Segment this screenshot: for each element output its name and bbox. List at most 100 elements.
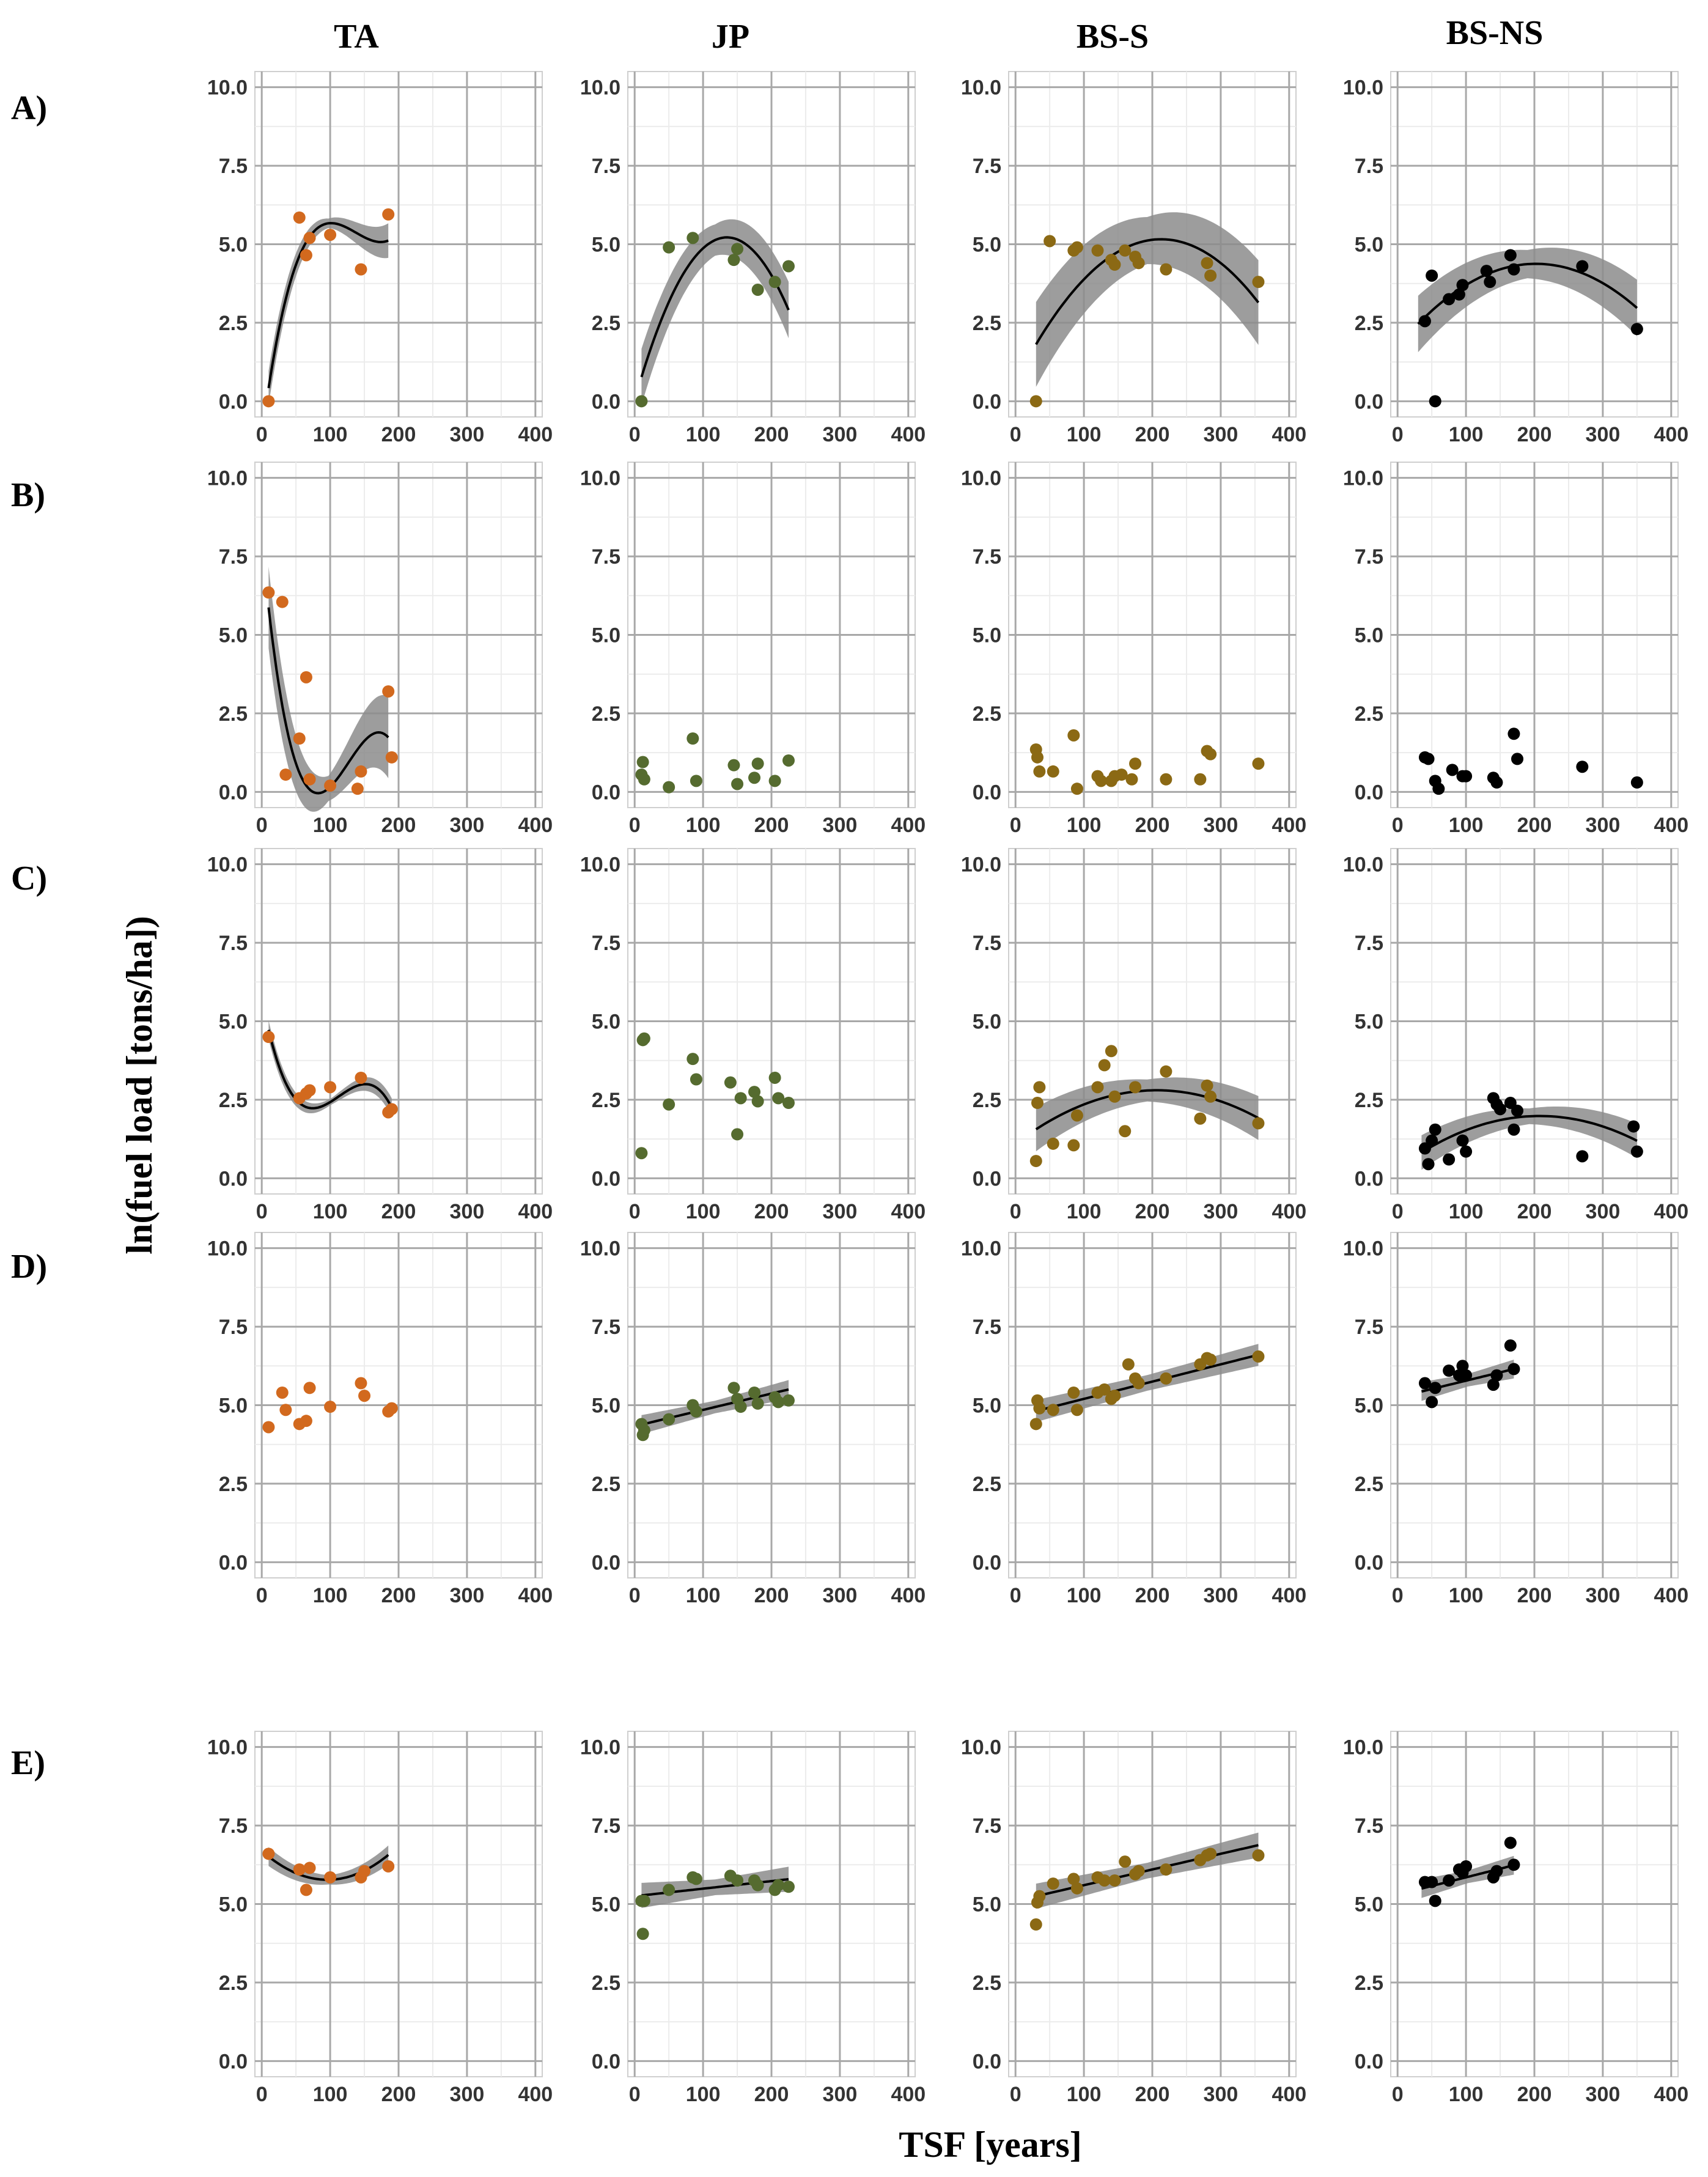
data-point xyxy=(303,773,316,786)
x-tick-label: 400 xyxy=(1654,814,1688,837)
data-point xyxy=(1119,244,1132,257)
x-tick-label: 100 xyxy=(313,1200,348,1223)
major-grid xyxy=(628,1731,915,2077)
y-tick-label: 2.5 xyxy=(219,1473,248,1496)
x-tick-label: 300 xyxy=(1204,814,1239,837)
panel-a-jp: 0.0 2.5 5.0 7.5 10.0 0 100 200 300 400 xyxy=(580,71,926,446)
data-point xyxy=(1091,1081,1104,1094)
x-tick-label: 300 xyxy=(1586,2083,1621,2106)
y-tick-label: 7.5 xyxy=(219,932,248,955)
data-point xyxy=(782,754,795,767)
data-point xyxy=(1031,1097,1044,1110)
x-tick-label: 100 xyxy=(1067,1200,1102,1223)
data-point xyxy=(1204,1847,1217,1860)
data-point xyxy=(276,1386,289,1399)
x-tick-label: 400 xyxy=(1272,423,1306,446)
x-tick-label: 0 xyxy=(1392,1200,1404,1223)
panel-b-jp: 0.0 2.5 5.0 7.5 10.0 0 100 200 300 400 xyxy=(580,462,926,837)
y-tick-label: 0.0 xyxy=(1355,1551,1383,1574)
x-tick-label: 100 xyxy=(1067,1584,1102,1607)
y-tick-label: 0.0 xyxy=(1355,781,1383,804)
data-point xyxy=(1252,1350,1265,1363)
x-tick-label: 300 xyxy=(1586,1200,1621,1223)
data-point xyxy=(1446,764,1459,776)
x-tick-label: 300 xyxy=(1586,423,1621,446)
data-point xyxy=(1576,761,1589,773)
x-tick-label: 0 xyxy=(256,2083,268,2106)
y-tick-label: 2.5 xyxy=(1355,1473,1383,1496)
data-point xyxy=(1507,263,1520,276)
confidence-band xyxy=(641,219,789,405)
data-point xyxy=(1429,395,1441,408)
panel-a-bs-s: 0.0 2.5 5.0 7.5 10.0 0 100 200 300 400 xyxy=(961,71,1306,446)
x-tick-label: 0 xyxy=(629,2083,641,2106)
x-tick-label: 100 xyxy=(1067,423,1102,446)
data-point xyxy=(690,1405,702,1418)
data-point xyxy=(1067,1873,1080,1885)
confidence-band xyxy=(1421,1107,1637,1170)
data-point xyxy=(748,1386,761,1399)
data-point xyxy=(1070,1404,1083,1416)
data-point xyxy=(1098,1874,1111,1887)
x-tick-label: 0 xyxy=(256,814,268,837)
data-point xyxy=(1456,279,1469,292)
data-point xyxy=(1252,1117,1265,1130)
x-tick-label: 200 xyxy=(381,423,416,446)
x-tick-label: 100 xyxy=(1067,814,1102,837)
data-point xyxy=(1426,1396,1438,1409)
data-point xyxy=(636,1928,649,1940)
x-tick-label: 400 xyxy=(891,814,926,837)
y-tick-label: 7.5 xyxy=(1355,545,1383,569)
y-tick-label: 2.5 xyxy=(1355,702,1383,726)
x-tick-label: 100 xyxy=(686,2083,721,2106)
y-tick-label: 10.0 xyxy=(1343,467,1383,490)
major-grid xyxy=(1009,462,1296,808)
data-point xyxy=(782,1880,795,1893)
x-tick-label: 300 xyxy=(1586,1584,1621,1607)
x-tick-label: 200 xyxy=(1135,1200,1170,1223)
y-tick-label: 0.0 xyxy=(219,781,248,804)
data-point xyxy=(751,757,764,770)
x-tick-label: 100 xyxy=(1449,2083,1484,2106)
data-point xyxy=(355,765,367,778)
panel-e-bs-ns: 0.0 2.5 5.0 7.5 10.0 0 100 200 300 400 xyxy=(1343,1731,1688,2106)
data-point xyxy=(300,249,312,262)
data-point xyxy=(262,586,275,599)
data-point xyxy=(351,783,364,795)
x-tick-label: 300 xyxy=(823,1584,858,1607)
panel-b-bs-s: 0.0 2.5 5.0 7.5 10.0 0 100 200 300 400 xyxy=(961,462,1306,837)
major-grid xyxy=(1391,1232,1678,1578)
x-tick-label: 300 xyxy=(1204,1200,1239,1223)
data-point xyxy=(324,779,337,792)
data-point xyxy=(1194,773,1207,786)
data-point xyxy=(324,229,337,241)
x-tick-label: 200 xyxy=(1135,1584,1170,1607)
x-tick-label: 300 xyxy=(1204,1584,1239,1607)
data-point xyxy=(663,1884,675,1896)
x-tick-label: 200 xyxy=(1517,1200,1552,1223)
data-point xyxy=(1460,770,1473,783)
y-tick-label: 0.0 xyxy=(592,390,620,413)
data-point xyxy=(635,1147,648,1160)
x-tick-label: 400 xyxy=(518,1200,553,1223)
data-point xyxy=(1456,1360,1469,1372)
column-title-bs-ns: BS-NS xyxy=(1446,14,1544,52)
data-point xyxy=(1033,1402,1046,1415)
data-point xyxy=(358,1390,371,1402)
y-tick-label: 10.0 xyxy=(1343,1237,1383,1261)
data-point xyxy=(635,395,648,408)
data-point xyxy=(1507,728,1520,740)
data-point xyxy=(303,232,316,245)
data-point xyxy=(1047,1137,1059,1150)
data-point xyxy=(300,1415,312,1427)
row-label-d: D) xyxy=(11,1248,47,1286)
x-tick-label: 200 xyxy=(1517,814,1552,837)
fit-line xyxy=(1421,1114,1638,1154)
confidence-band xyxy=(268,217,389,406)
fit-line xyxy=(267,221,389,389)
x-tick-label: 300 xyxy=(450,814,485,837)
y-tick-label: 7.5 xyxy=(1355,1316,1383,1339)
data-point xyxy=(748,772,761,784)
data-point xyxy=(751,1397,764,1410)
x-tick-label: 0 xyxy=(256,1584,268,1607)
